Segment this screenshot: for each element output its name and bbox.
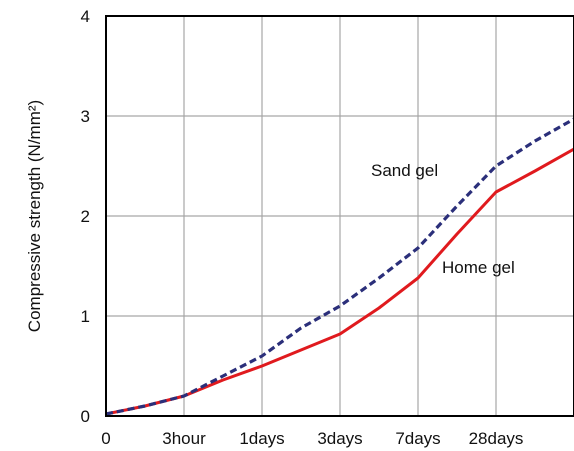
y-tick-label: 2: [81, 207, 90, 226]
x-tick-label: 28days: [469, 429, 524, 448]
y-tick-label: 3: [81, 107, 90, 126]
y-axis-label: Compressive strength (N/mm²): [25, 100, 44, 332]
x-tick-labels: 0 3hour 1days 3days 7days 28days: [101, 429, 523, 448]
x-tick-label: 3days: [317, 429, 362, 448]
y-tick-label: 0: [81, 407, 90, 426]
y-tick-label: 4: [81, 7, 90, 26]
plot-frame: [105, 15, 574, 417]
y-tick-label: 1: [81, 307, 90, 326]
x-tick-label: 7days: [395, 429, 440, 448]
annotation-sand-gel: Sand gel: [371, 161, 438, 180]
x-tick-label: 1days: [239, 429, 284, 448]
series-layer: [105, 117, 574, 416]
x-tick-label: 3hour: [162, 429, 206, 448]
y-tick-labels: 0 1 2 3 4: [81, 7, 90, 426]
series-line-sand-gel: [105, 117, 574, 416]
x-tick-label: 0: [101, 429, 110, 448]
annotation-home-gel: Home gel: [442, 258, 515, 277]
grid-layer: [106, 16, 574, 416]
